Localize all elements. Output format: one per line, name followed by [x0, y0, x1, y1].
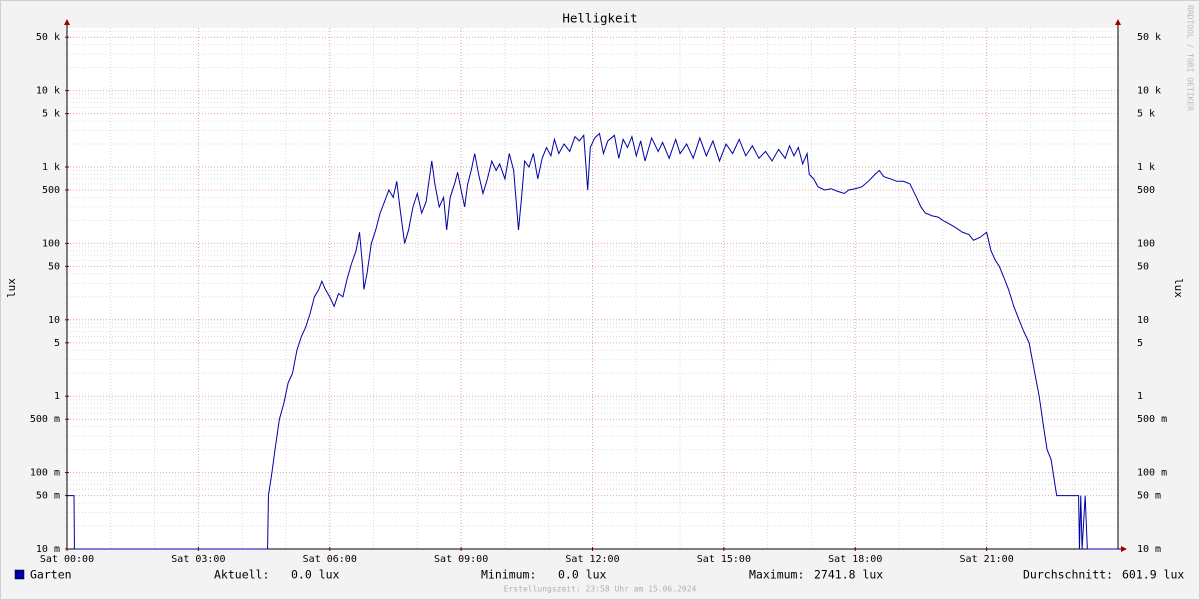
y2-tick-label: 50 k [1137, 32, 1161, 43]
x-tick-label: Sat 18:00 [828, 554, 882, 565]
axis-arrow [64, 19, 70, 25]
y2-tick-label: 100 [1137, 238, 1155, 249]
chart-title: Helligkeit [562, 11, 637, 26]
y-tick-label: 100 m [30, 468, 60, 479]
legend-label: Garten [30, 568, 72, 582]
y2-tick-label: 50 [1137, 261, 1149, 272]
y2-tick-label: 1 [1137, 391, 1143, 402]
y2-tick-label: 500 [1137, 185, 1155, 196]
y-tick-label: 50 [48, 261, 60, 272]
x-tick-label: Sat 21:00 [960, 554, 1014, 565]
x-tick-label: Sat 09:00 [434, 554, 488, 565]
y-tick-label: 5 k [42, 109, 60, 120]
stat-label: Durchschnitt: [1023, 568, 1113, 582]
watermark: RRDTOOL / TOBI OETIKER [1186, 5, 1195, 111]
stat-label: Maximum: [749, 568, 804, 582]
legend: Garten Aktuell: 0.0 lux Minimum: 0.0 lux Maxi… [14, 568, 1184, 582]
y-tick-label: 500 m [30, 414, 60, 425]
x-tick-label: Sat 00:00 [40, 554, 94, 565]
y-tick-label: 50 m [36, 491, 60, 502]
y-axis-label: lux [5, 278, 18, 298]
plot-area [67, 28, 1118, 549]
x-tick-label: Sat 15:00 [697, 554, 751, 565]
y2-tick-label: 1 k [1137, 162, 1155, 173]
axis-arrow [1121, 546, 1127, 552]
y-tick-label: 10 k [36, 86, 60, 97]
y2-tick-label: 5 [1137, 338, 1143, 349]
stat-label: Minimum: [481, 568, 536, 582]
y-tick-label: 1 k [42, 162, 60, 173]
y2-tick-label: 10 m [1137, 544, 1161, 555]
y2-tick-label: 5 k [1137, 109, 1155, 120]
y-tick-label: 100 [42, 238, 60, 249]
y2-tick-label: 50 m [1137, 491, 1161, 502]
stat-label: Aktuell: [214, 568, 269, 582]
y2-axis-label: lux [1172, 278, 1185, 298]
x-tick-label: Sat 03:00 [171, 554, 225, 565]
y2-tick-label: 500 m [1137, 414, 1167, 425]
y2-tick-label: 10 [1137, 315, 1149, 326]
line-series [67, 132, 1118, 550]
stat-value: 2741.8 lux [814, 568, 883, 582]
stat-value: 601.9 lux [1122, 568, 1184, 582]
x-tick-label: Sat 06:00 [303, 554, 357, 565]
y-tick-label: 1 [54, 391, 60, 402]
y2-tick-label: 100 m [1137, 468, 1167, 479]
x-tick-label: Sat 12:00 [565, 554, 619, 565]
footer: Erstellungszeit: 23:58 Uhr am 15.06.2024 [504, 585, 697, 594]
y-tick-label: 50 k [36, 32, 60, 43]
y-tick-label: 10 m [36, 544, 60, 555]
stat-value: 0.0 lux [558, 568, 607, 582]
legend-swatch [14, 569, 25, 580]
y-tick-label: 5 [54, 338, 60, 349]
axis-arrow [1115, 19, 1121, 25]
y-tick-label: 10 [48, 315, 60, 326]
y2-tick-label: 10 k [1137, 86, 1161, 97]
stat-value: 0.0 lux [291, 568, 340, 582]
marks [67, 132, 1118, 550]
y-tick-label: 500 [42, 185, 60, 196]
